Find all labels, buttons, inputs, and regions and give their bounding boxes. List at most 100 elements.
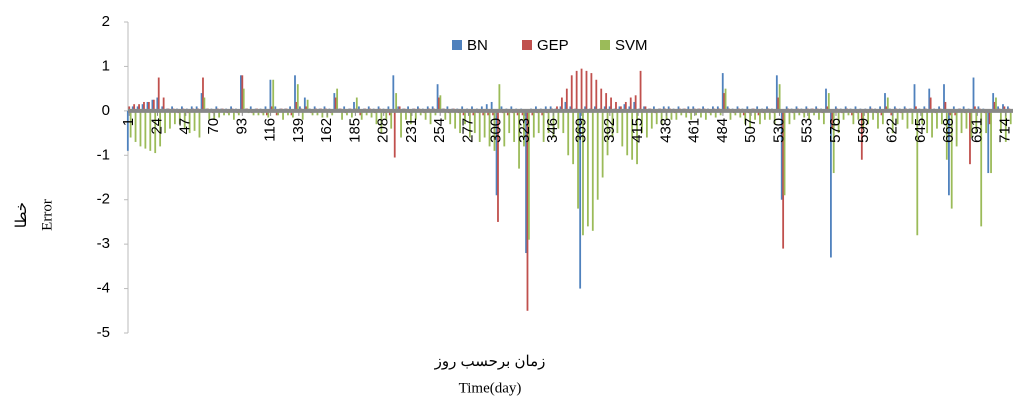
bar xyxy=(955,110,958,147)
bar xyxy=(736,106,739,111)
bar xyxy=(995,97,997,111)
bar xyxy=(977,106,980,111)
bar xyxy=(842,110,845,120)
bar xyxy=(149,110,152,151)
bar xyxy=(500,106,503,111)
bar xyxy=(603,106,606,111)
bar xyxy=(584,106,586,111)
bar xyxy=(822,110,825,125)
bar xyxy=(857,110,860,120)
bar xyxy=(532,110,535,138)
bar xyxy=(549,106,552,111)
bar xyxy=(987,110,990,174)
bar xyxy=(660,110,663,125)
x-tick-label: 47 xyxy=(177,118,194,135)
bar xyxy=(629,97,632,111)
bar xyxy=(542,110,545,142)
bar xyxy=(834,106,837,111)
bar xyxy=(331,110,334,116)
bar xyxy=(358,106,360,111)
bar xyxy=(595,79,598,111)
bar xyxy=(405,110,407,120)
bar xyxy=(782,110,785,249)
bar xyxy=(215,106,218,111)
bar xyxy=(513,110,516,142)
bar xyxy=(560,97,563,111)
bar xyxy=(611,110,614,138)
bar xyxy=(723,93,726,111)
bar xyxy=(133,104,136,111)
bar xyxy=(171,106,173,111)
bar xyxy=(667,106,670,111)
bar xyxy=(557,110,560,129)
bar xyxy=(526,110,529,311)
x-tick-label: 208 xyxy=(375,118,392,143)
legend-swatch xyxy=(452,40,462,50)
bar xyxy=(972,77,975,111)
bar xyxy=(169,110,171,129)
x-axis-title: Time(day) xyxy=(459,380,522,396)
bar xyxy=(282,110,284,120)
bar xyxy=(990,110,992,174)
bar xyxy=(343,106,346,111)
x-tick-label: 369 xyxy=(573,118,590,143)
bar xyxy=(429,110,432,125)
bar xyxy=(813,110,815,116)
bar xyxy=(742,110,745,116)
bar xyxy=(901,110,904,120)
bar xyxy=(353,101,355,111)
bar xyxy=(438,97,440,111)
bar xyxy=(146,101,149,111)
bar xyxy=(556,106,558,111)
bar xyxy=(783,110,786,196)
x-tick-label: 70 xyxy=(205,118,222,135)
bar xyxy=(712,106,714,111)
bar xyxy=(880,110,883,116)
bar xyxy=(756,106,759,111)
bar xyxy=(305,106,308,111)
bar xyxy=(370,110,373,118)
bar xyxy=(670,110,673,120)
bar xyxy=(454,110,457,129)
bar xyxy=(487,110,490,116)
bar xyxy=(575,70,578,111)
bar xyxy=(943,84,945,111)
bar xyxy=(232,110,235,120)
bar xyxy=(570,75,573,111)
bar xyxy=(893,106,896,111)
bar xyxy=(183,110,186,129)
bar xyxy=(510,106,513,111)
bar xyxy=(619,106,622,111)
bar xyxy=(950,110,953,209)
bar xyxy=(973,106,976,111)
x-tick-label: 576 xyxy=(827,118,844,143)
bar xyxy=(980,110,983,227)
bar xyxy=(746,106,749,111)
bar xyxy=(724,88,727,111)
bar xyxy=(653,106,655,111)
bar xyxy=(516,110,519,116)
bar xyxy=(628,106,631,111)
bar xyxy=(154,110,157,154)
bar xyxy=(498,84,501,111)
bar xyxy=(847,110,850,116)
bar xyxy=(377,106,380,111)
bar xyxy=(367,106,370,111)
bar xyxy=(757,110,760,116)
bar xyxy=(830,110,832,258)
bar xyxy=(462,110,465,116)
bar xyxy=(916,110,919,236)
bar xyxy=(562,110,565,134)
bar xyxy=(202,77,204,111)
bar xyxy=(392,75,395,111)
bar xyxy=(754,110,756,120)
bar xyxy=(341,110,343,120)
bar xyxy=(306,99,309,111)
bar xyxy=(567,110,570,156)
bar xyxy=(860,110,863,160)
bar xyxy=(311,110,314,116)
bar xyxy=(818,110,820,120)
bar xyxy=(249,106,252,111)
bar xyxy=(777,97,780,111)
bar xyxy=(188,110,191,134)
